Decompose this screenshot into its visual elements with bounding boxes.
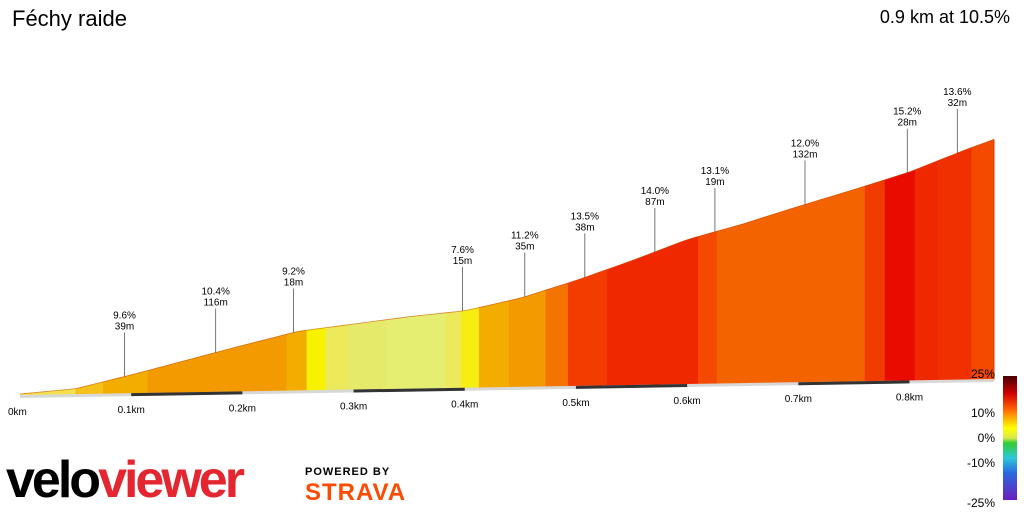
annotation-length-10: 28m xyxy=(898,118,917,129)
slope-segment-2 xyxy=(75,381,104,396)
slope-segment-5 xyxy=(286,329,308,392)
x-tick-label-5: 0.5km xyxy=(562,398,589,409)
annotation-grade-2: 10.4% xyxy=(202,287,230,298)
annotation-grade-10: 15.2% xyxy=(893,107,921,118)
slope-segment-14 xyxy=(545,282,569,388)
gradient-scale-label-1: 10% xyxy=(971,406,995,420)
base-ribbon-dark-band xyxy=(798,380,910,386)
x-tick-label-7: 0.7km xyxy=(785,394,812,405)
slope-segment-11 xyxy=(461,307,480,389)
annotation-length-4: 15m xyxy=(453,256,472,267)
gradient-annotations: 9.6%39m 10.4%116m 9.2%18m 7.6%15m 11.2%35m 13… xyxy=(113,87,972,377)
x-tick-label-2: 0.2km xyxy=(229,403,256,414)
annotation-length-11: 32m xyxy=(948,98,967,109)
x-tick-label-6: 0.6km xyxy=(674,396,701,407)
slope-segment-3 xyxy=(103,370,149,395)
annotation-grade-4: 7.6% xyxy=(451,245,474,256)
annotation-length-1: 39m xyxy=(115,322,134,333)
slope-segment-7 xyxy=(325,324,349,392)
slope-polygons xyxy=(19,139,995,397)
slope-segment-19 xyxy=(864,179,886,383)
base-ribbon-dark-band xyxy=(131,391,243,397)
x-tick-label-0: 0km xyxy=(8,407,27,418)
slope-segment-22 xyxy=(937,147,973,382)
annotation-length-7: 87m xyxy=(645,197,664,208)
gradient-scale: 25% 10% 0% -10% -25% xyxy=(967,367,1017,510)
annotation-grade-11: 13.6% xyxy=(943,87,971,98)
annotation-grade-5: 11.2% xyxy=(511,231,539,242)
base-ribbon xyxy=(20,379,994,398)
gradient-scale-bar xyxy=(1003,376,1017,500)
annotation-length-5: 35m xyxy=(515,242,534,253)
gradient-scale-label-3: -10% xyxy=(967,456,995,470)
x-tick-label-3: 0.3km xyxy=(340,402,367,413)
slope-segment-9 xyxy=(386,312,447,391)
annotation-length-2: 116m xyxy=(204,298,228,309)
slope-segment-13 xyxy=(508,289,547,389)
profile-outline xyxy=(19,139,995,395)
strava-logo[interactable]: STRAVA xyxy=(305,479,407,506)
segment-title: Féchy raide xyxy=(12,6,127,31)
base-ribbon-fill xyxy=(20,379,994,398)
annotation-grade-3: 9.2% xyxy=(282,267,305,278)
slope-segment-10 xyxy=(445,310,462,390)
annotation-grade-6: 13.5% xyxy=(571,211,599,222)
gradient-scale-label-4: -25% xyxy=(967,496,995,510)
slope-segment-23 xyxy=(971,139,995,381)
base-ribbon-dark-band xyxy=(353,387,465,393)
veloviewer-logo[interactable]: veloviewer xyxy=(6,451,245,509)
x-tick-label-1: 0.1km xyxy=(118,405,145,416)
x-tick-label-4: 0.4km xyxy=(451,400,478,411)
powered-by-label: POWERED BY xyxy=(305,466,391,478)
x-tick-label-8: 0.8km xyxy=(896,392,923,403)
slope-segment-20 xyxy=(884,169,916,383)
slope-segment-12 xyxy=(478,300,510,389)
slope-segment-16 xyxy=(606,236,699,387)
annotation-length-8: 19m xyxy=(705,177,724,188)
slope-segment-15 xyxy=(567,269,608,388)
annotation-grade-8: 13.1% xyxy=(701,166,729,177)
slope-segment-4 xyxy=(147,333,288,395)
gradient-scale-label-2: 0% xyxy=(978,431,996,445)
annotation-grade-1: 9.6% xyxy=(113,311,136,322)
slope-segment-8 xyxy=(347,319,388,391)
slope-segment-17 xyxy=(697,230,718,386)
segment-summary: 0.9 km at 10.5% xyxy=(879,7,1010,27)
base-ribbon-dark-band xyxy=(575,384,688,389)
annotation-grade-9: 12.0% xyxy=(791,138,819,149)
slope-segment-18 xyxy=(716,185,866,385)
annotation-length-6: 38m xyxy=(575,222,594,233)
gradient-scale-label-0: 25% xyxy=(971,367,995,381)
slope-segment-6 xyxy=(306,327,327,392)
slope-segment-21 xyxy=(914,160,938,382)
annotation-grade-7: 14.0% xyxy=(641,186,669,197)
x-axis: 0km 0.1km 0.2km 0.3km 0.4km 0.5km 0.6km 0.7km 0.… xyxy=(8,392,923,418)
annotation-length-3: 18m xyxy=(284,278,303,289)
annotation-length-9: 132m xyxy=(792,149,817,160)
